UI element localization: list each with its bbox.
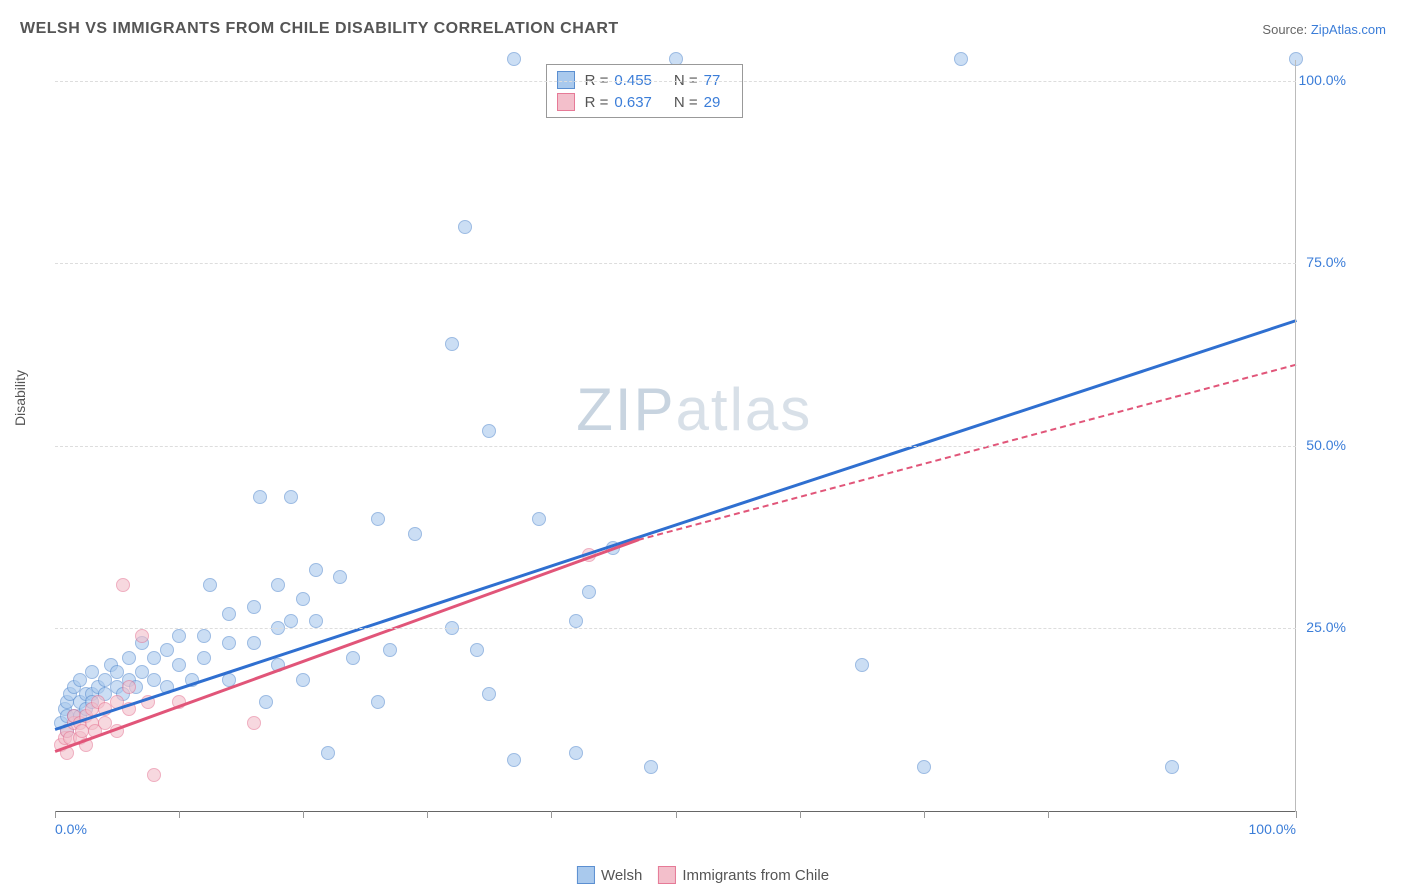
data-point	[259, 695, 273, 709]
x-tick	[551, 811, 552, 818]
correlation-legend: R =0.455N =77R =0.637N =29	[546, 64, 744, 118]
r-label: R =	[585, 94, 609, 111]
data-point	[309, 563, 323, 577]
data-point	[458, 220, 472, 234]
r-value: 0.637	[614, 94, 652, 111]
data-point	[371, 512, 385, 526]
trend-line	[55, 319, 1297, 730]
trend-line	[638, 364, 1296, 541]
data-point	[470, 643, 484, 657]
data-point	[271, 578, 285, 592]
legend-swatch	[658, 866, 676, 884]
y-tick-label: 50.0%	[1296, 437, 1346, 453]
data-point	[569, 746, 583, 760]
data-point	[147, 768, 161, 782]
legend-label: Welsh	[601, 867, 642, 884]
x-axis-start-label: 0.0%	[55, 821, 87, 837]
watermark-bold: ZIP	[576, 376, 675, 443]
data-point	[321, 746, 335, 760]
x-tick	[800, 811, 801, 818]
data-point	[172, 629, 186, 643]
y-tick-label: 25.0%	[1296, 619, 1346, 635]
data-point	[284, 490, 298, 504]
plot-region: ZIPatlas	[55, 60, 1296, 812]
x-tick	[55, 811, 56, 818]
source-attribution: Source: ZipAtlas.com	[1262, 22, 1386, 37]
legend-item: Welsh	[577, 866, 642, 884]
data-point	[582, 585, 596, 599]
x-axis-end-label: 100.0%	[1249, 821, 1296, 837]
data-point	[532, 512, 546, 526]
data-point	[855, 658, 869, 672]
data-point	[482, 687, 496, 701]
legend-label: Immigrants from Chile	[682, 867, 829, 884]
data-point	[222, 636, 236, 650]
gridline	[55, 628, 1296, 629]
series-legend: Welsh Immigrants from Chile	[577, 866, 829, 884]
data-point	[346, 651, 360, 665]
data-point	[309, 614, 323, 628]
gridline	[55, 81, 1296, 82]
data-point	[122, 651, 136, 665]
data-point	[569, 614, 583, 628]
source-label: Source:	[1262, 22, 1307, 37]
x-tick	[676, 811, 677, 818]
data-point	[507, 52, 521, 66]
y-axis-label: Disability	[12, 370, 28, 426]
n-label: N =	[674, 94, 698, 111]
data-point	[247, 716, 261, 730]
data-point	[197, 629, 211, 643]
data-point	[197, 651, 211, 665]
data-point	[247, 600, 261, 614]
data-point	[116, 578, 130, 592]
legend-row: R = 0.637 N = 29	[557, 91, 733, 113]
y-tick-label: 75.0%	[1296, 254, 1346, 270]
data-point	[122, 680, 136, 694]
data-point	[296, 673, 310, 687]
watermark: ZIPatlas	[576, 375, 812, 444]
legend-item: Immigrants from Chile	[658, 866, 829, 884]
data-point	[445, 337, 459, 351]
chart-title: WELSH VS IMMIGRANTS FROM CHILE DISABILIT…	[20, 20, 619, 38]
chart-area: ZIPatlas 0.0% 100.0% R =0.455N =77R =0.6…	[55, 60, 1346, 837]
data-point	[1165, 760, 1179, 774]
data-point	[507, 753, 521, 767]
watermark-light: atlas	[676, 376, 813, 443]
data-point	[1289, 52, 1303, 66]
data-point	[247, 636, 261, 650]
data-point	[408, 527, 422, 541]
y-tick-label: 100.0%	[1296, 72, 1346, 88]
data-point	[644, 760, 658, 774]
source-link[interactable]: ZipAtlas.com	[1311, 22, 1386, 37]
x-tick	[427, 811, 428, 818]
data-point	[917, 760, 931, 774]
data-point	[160, 643, 174, 657]
gridline	[55, 446, 1296, 447]
data-point	[333, 570, 347, 584]
x-tick	[1048, 811, 1049, 818]
x-tick	[179, 811, 180, 818]
gridline	[55, 263, 1296, 264]
data-point	[954, 52, 968, 66]
data-point	[135, 629, 149, 643]
legend-swatch	[557, 93, 575, 111]
data-point	[296, 592, 310, 606]
legend-swatch	[577, 866, 595, 884]
x-tick	[924, 811, 925, 818]
data-point	[383, 643, 397, 657]
data-point	[371, 695, 385, 709]
chart-header: WELSH VS IMMIGRANTS FROM CHILE DISABILIT…	[20, 20, 1386, 38]
x-tick	[303, 811, 304, 818]
data-point	[284, 614, 298, 628]
data-point	[482, 424, 496, 438]
data-point	[253, 490, 267, 504]
data-point	[222, 607, 236, 621]
x-tick	[1296, 811, 1297, 818]
data-point	[203, 578, 217, 592]
n-value: 29	[704, 94, 721, 111]
data-point	[172, 658, 186, 672]
